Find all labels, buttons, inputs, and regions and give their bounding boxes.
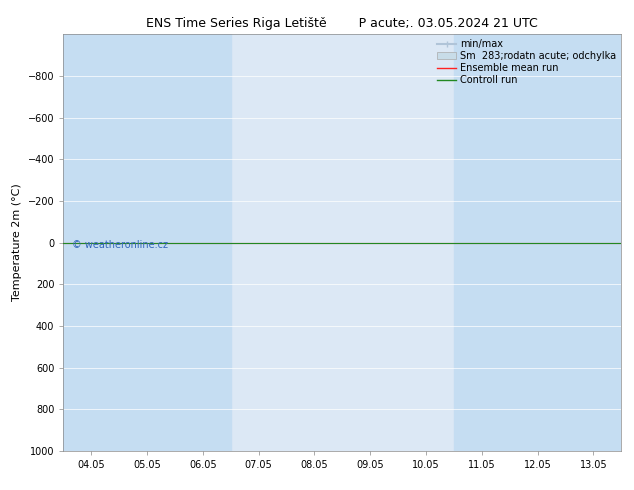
- Bar: [510, 34, 566, 451]
- Y-axis label: Temperature 2m (°C): Temperature 2m (°C): [12, 184, 22, 301]
- Bar: [454, 34, 510, 451]
- Text: © weatheronline.cz: © weatheronline.cz: [72, 241, 168, 250]
- Bar: [119, 34, 175, 451]
- Bar: [566, 34, 621, 451]
- Title: ENS Time Series Riga Letiště        P acute;. 03.05.2024 21 UTC: ENS Time Series Riga Letiště P acute;. 0…: [146, 17, 538, 30]
- Bar: [63, 34, 119, 451]
- Bar: [175, 34, 231, 451]
- Legend: min/max, Sm  283;rodatn acute; odchylka, Ensemble mean run, Controll run: min/max, Sm 283;rodatn acute; odchylka, …: [435, 37, 618, 87]
